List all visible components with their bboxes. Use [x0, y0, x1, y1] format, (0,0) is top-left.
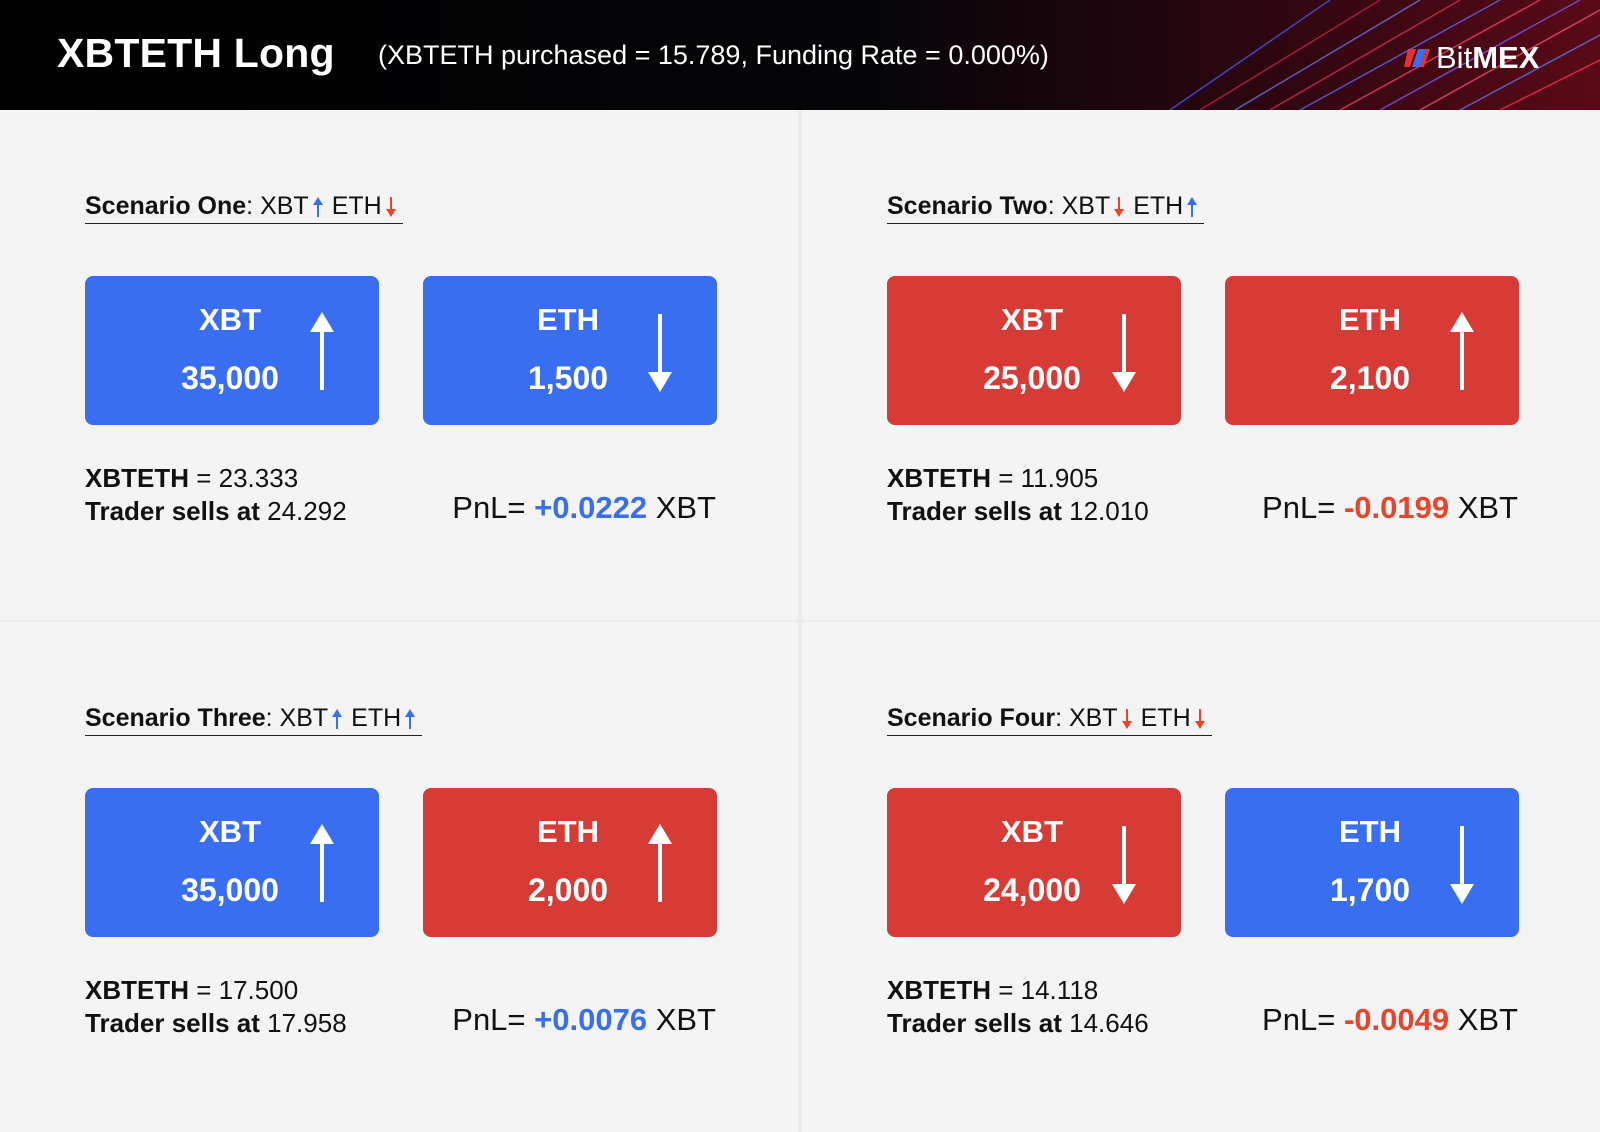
- scenario-xbt-label: XBT: [260, 192, 309, 220]
- arrow-down-icon: [1114, 196, 1125, 217]
- trader-sells-at: Trader sells at 12.010: [887, 496, 1149, 526]
- xbt-card-label: XBT: [1001, 814, 1063, 849]
- pnl-label: PnL=: [1262, 490, 1336, 525]
- scenario-stats: XBTETH = 23.333 Trader sells at 24.292: [85, 462, 347, 528]
- arrow-down-icon: [385, 196, 396, 217]
- header-banner: XBTETH Long (XBTETH purchased = 15.789, …: [0, 0, 1600, 110]
- eth-card-label: ETH: [1339, 302, 1401, 337]
- scenario-stats: XBTETH = 11.905 Trader sells at 12.010: [887, 462, 1149, 528]
- eth-price-card: ETH 1,500: [423, 276, 717, 425]
- pnl-unit: XBT: [1457, 490, 1518, 525]
- xbt-card-label: XBT: [1001, 302, 1063, 337]
- arrow-down-icon: [1194, 708, 1205, 729]
- page-title: XBTETH Long: [57, 30, 335, 76]
- eth-card-label: ETH: [1339, 814, 1401, 849]
- scenario-panel: Scenario Three: XBT ETH XBT 35,000 ETH 2,000 X…: [0, 622, 798, 1132]
- xbt-card-value: 35,000: [181, 872, 279, 908]
- arrow-up-icon: [312, 196, 323, 217]
- trader-sells-at: Trader sells at 17.958: [85, 1008, 347, 1038]
- pnl-result: PnL= +0.0222 XBT: [452, 490, 716, 526]
- scenario-stats: XBTETH = 17.500 Trader sells at 17.958: [85, 974, 347, 1040]
- scenario-heading: Scenario Three: XBT ETH: [85, 704, 423, 736]
- eth-price-card: ETH 1,700: [1225, 788, 1519, 937]
- xbt-price-card: XBT 35,000: [85, 276, 379, 425]
- pnl-result: PnL= -0.0199 XBT: [1262, 490, 1518, 526]
- pnl-unit: XBT: [655, 490, 716, 525]
- pnl-value: +0.0222: [534, 490, 648, 525]
- eth-card-value: 1,500: [527, 360, 609, 396]
- pnl-value: -0.0199: [1343, 490, 1450, 525]
- xbteth-rate: XBTETH = 17.500: [85, 975, 299, 1005]
- xbt-card-value: 25,000: [983, 360, 1081, 396]
- scenario-xbt-label: XBT: [1069, 704, 1118, 732]
- scenario-panel: Scenario Two: XBT ETH XBT 25,000 ETH 2,100 XBT…: [802, 110, 1600, 620]
- scenario-eth-label: ETH: [1140, 704, 1191, 732]
- xbt-card-value: 35,000: [181, 360, 279, 396]
- xbt-card-label: XBT: [199, 302, 261, 337]
- xbt-card-label: XBT: [199, 814, 261, 849]
- xbt-price-card: XBT 35,000: [85, 788, 379, 937]
- eth-card-label: ETH: [537, 302, 599, 337]
- pnl-value: +0.0076: [534, 1002, 648, 1037]
- arrow-up-icon: [332, 708, 343, 729]
- arrow-up-icon: [310, 312, 334, 390]
- pnl-label: PnL=: [452, 1002, 526, 1037]
- scenario-name: Scenario Four: [887, 704, 1056, 732]
- pnl-unit: XBT: [655, 1002, 716, 1037]
- arrow-down-icon: [648, 314, 672, 392]
- arrow-up-icon: [310, 824, 334, 902]
- trader-sells-at: Trader sells at 24.292: [85, 496, 347, 526]
- eth-price-card: ETH 2,000: [423, 788, 717, 937]
- eth-card-value: 2,000: [527, 872, 609, 908]
- eth-price-card: ETH 2,100: [1225, 276, 1519, 425]
- arrow-down-icon: [1112, 314, 1136, 392]
- arrow-up-icon: [1187, 196, 1198, 217]
- xbt-price-card: XBT 25,000: [887, 276, 1181, 425]
- xbteth-rate: XBTETH = 23.333: [85, 463, 299, 493]
- scenario-eth-label: ETH: [1133, 192, 1184, 220]
- arrow-down-icon: [1121, 708, 1132, 729]
- pnl-value: -0.0049: [1343, 1002, 1450, 1037]
- scenario-name: Scenario One: [85, 192, 247, 220]
- arrow-down-icon: [1112, 826, 1136, 904]
- scenario-panel: Scenario Four: XBT ETH XBT 24,000 ETH 1,700 XB…: [802, 622, 1600, 1132]
- eth-card-label: ETH: [537, 814, 599, 849]
- scenario-stats: XBTETH = 14.118 Trader sells at 14.646: [887, 974, 1149, 1040]
- scenario-eth-label: ETH: [331, 192, 382, 220]
- scenario-heading: Scenario Two: XBT ETH: [887, 192, 1205, 224]
- bitmex-logo-icon: [1404, 49, 1430, 67]
- pnl-unit: XBT: [1457, 1002, 1518, 1037]
- scenario-name: Scenario Three: [85, 704, 266, 732]
- arrow-up-icon: [405, 708, 416, 729]
- pnl-label: PnL=: [452, 490, 526, 525]
- scenario-name: Scenario Two: [887, 192, 1048, 220]
- pnl-result: PnL= +0.0076 XBT: [452, 1002, 716, 1038]
- xbt-card-value: 24,000: [983, 872, 1081, 908]
- scenario-xbt-label: XBT: [1061, 192, 1111, 220]
- bitmex-logo-text: BitMEX: [1436, 40, 1540, 75]
- pnl-result: PnL= -0.0049 XBT: [1262, 1002, 1518, 1038]
- arrow-up-icon: [648, 824, 672, 902]
- scenario-xbt-label: XBT: [279, 704, 329, 732]
- page-subtitle: (XBTETH purchased = 15.789, Funding Rate…: [378, 40, 1049, 70]
- scenario-heading: Scenario Four: XBT ETH: [887, 704, 1212, 736]
- arrow-down-icon: [1450, 826, 1474, 904]
- scenario-panel: Scenario One: XBT ETH XBT 35,000 ETH 1,500 XBT…: [0, 110, 798, 620]
- eth-card-value: 1,700: [1329, 872, 1411, 908]
- xbteth-rate: XBTETH = 14.118: [887, 975, 1099, 1005]
- trader-sells-at: Trader sells at 14.646: [887, 1008, 1149, 1038]
- scenario-eth-label: ETH: [351, 704, 402, 732]
- pnl-label: PnL=: [1262, 1002, 1336, 1037]
- arrow-up-icon: [1450, 312, 1474, 390]
- xbteth-rate: XBTETH = 11.905: [887, 463, 1099, 493]
- header-streaks-decoration: [0, 0, 1600, 110]
- xbt-price-card: XBT 24,000: [887, 788, 1181, 937]
- eth-card-value: 2,100: [1329, 360, 1411, 396]
- scenario-heading: Scenario One: XBT ETH: [85, 192, 403, 224]
- bitmex-logo: BitMEX: [1404, 38, 1539, 78]
